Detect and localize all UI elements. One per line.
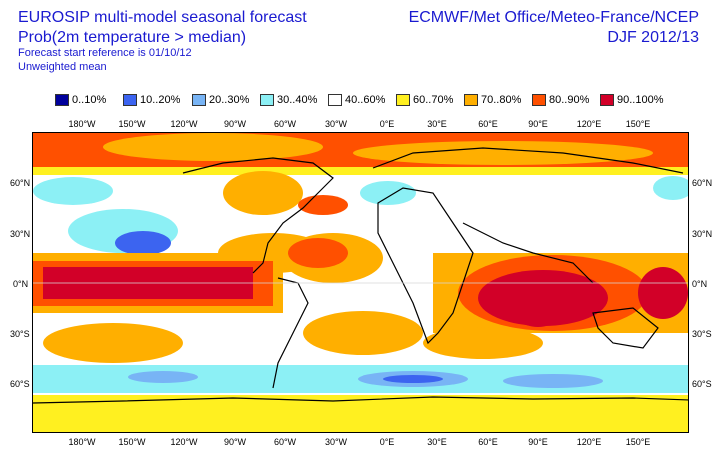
legend-label: 80..90%: [549, 94, 590, 106]
map-canvas: [33, 133, 688, 432]
lat-label-right: 0°N: [692, 279, 708, 289]
mean-type: Unweighted mean: [18, 61, 107, 73]
chart-subtitle: Prob(2m temperature > median): [18, 29, 247, 46]
prob-region: [33, 177, 113, 205]
lon-label-bottom: 120°E: [576, 437, 602, 447]
lat-label-left: 60°S: [10, 379, 30, 389]
lon-label-bottom: 0°E: [379, 437, 395, 447]
lon-label-top: 30°W: [324, 119, 348, 129]
prob-region: [423, 327, 543, 359]
lon-label-top: 60°W: [273, 119, 297, 129]
prob-region: [115, 231, 171, 255]
lon-label-bottom: 60°W: [273, 437, 297, 447]
prob-region: [33, 167, 688, 175]
legend-label: 40..60%: [345, 94, 386, 106]
season-label: DJF 2012/13: [607, 29, 699, 46]
lat-label-left: 30°N: [10, 229, 31, 239]
lon-label-top: 150°W: [118, 119, 146, 129]
centres-label: ECMWF/Met Office/Meteo-France/NCEP: [408, 9, 699, 26]
lat-label-right: 60°S: [692, 379, 712, 389]
legend-label: 10..20%: [140, 94, 181, 106]
legend-label: 90..100%: [617, 94, 664, 106]
prob-region: [303, 311, 423, 355]
legend-swatch: [55, 94, 69, 106]
lon-label-bottom: 90°W: [223, 437, 247, 447]
legend-label: 20..30%: [209, 94, 250, 106]
prob-region: [223, 171, 303, 215]
prob-region: [128, 371, 198, 383]
legend-label: 60..70%: [413, 94, 454, 106]
lat-label-right: 60°N: [692, 178, 713, 188]
lon-label-bottom: 30°W: [324, 437, 348, 447]
lon-label-bottom: 150°W: [118, 437, 146, 447]
legend-label: 0..10%: [72, 94, 107, 106]
chart-title: EUROSIP multi-model seasonal forecast: [18, 9, 307, 26]
legend-swatch: [532, 94, 546, 106]
arctic-warm-band: [33, 133, 688, 175]
forecast-start-reference: Forecast start reference is 01/10/12: [18, 47, 192, 59]
prob-region: [383, 375, 443, 383]
prob-region: [353, 141, 653, 165]
southern-cold-band: [33, 365, 688, 393]
legend-swatch: [192, 94, 206, 106]
prob-region: [503, 374, 603, 388]
prob-region: [653, 176, 688, 200]
lon-label-top: 90°W: [223, 119, 247, 129]
legend-label: 30..40%: [277, 94, 318, 106]
lat-label-right: 30°N: [692, 229, 713, 239]
lat-label-left: 0°N: [13, 279, 29, 289]
lon-label-top: 30°E: [427, 119, 447, 129]
lon-label-top: 180°W: [68, 119, 96, 129]
lat-label-left: 30°S: [10, 329, 30, 339]
lon-label-top: 0°E: [379, 119, 395, 129]
lon-label-top: 150°E: [625, 119, 651, 129]
coastlines: [33, 147, 688, 404]
lon-label-bottom: 60°E: [478, 437, 498, 447]
prob-region: [43, 323, 183, 363]
prob-region: [508, 279, 568, 327]
legend-label: 70..80%: [481, 94, 522, 106]
prob-region: [360, 181, 416, 205]
probability-map: [32, 132, 689, 433]
legend-swatch: [396, 94, 410, 106]
legend-swatch: [328, 94, 342, 106]
lat-label-left: 60°N: [10, 178, 31, 188]
tropical-warm-band: [33, 253, 688, 333]
legend-swatch: [600, 94, 614, 106]
lat-label-right: 30°S: [692, 329, 712, 339]
lon-label-bottom: 90°E: [528, 437, 548, 447]
prob-region: [33, 395, 688, 432]
lon-label-bottom: 120°W: [170, 437, 198, 447]
legend-swatch: [464, 94, 478, 106]
lon-label-bottom: 30°E: [427, 437, 447, 447]
prob-region: [638, 267, 688, 319]
lon-label-top: 120°W: [170, 119, 198, 129]
lon-label-top: 60°E: [478, 119, 498, 129]
lon-label-top: 120°E: [576, 119, 602, 129]
lon-label-bottom: 150°E: [625, 437, 651, 447]
lon-label-bottom: 180°W: [68, 437, 96, 447]
legend-swatch: [123, 94, 137, 106]
prob-region: [103, 133, 323, 161]
lon-label-top: 90°E: [528, 119, 548, 129]
legend-swatch: [260, 94, 274, 106]
prob-region: [288, 238, 348, 268]
